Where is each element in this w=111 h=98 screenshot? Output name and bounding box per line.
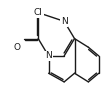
- Text: Cl: Cl: [34, 8, 43, 17]
- Text: N: N: [61, 17, 67, 26]
- Text: N: N: [45, 51, 52, 60]
- Text: O: O: [14, 43, 21, 52]
